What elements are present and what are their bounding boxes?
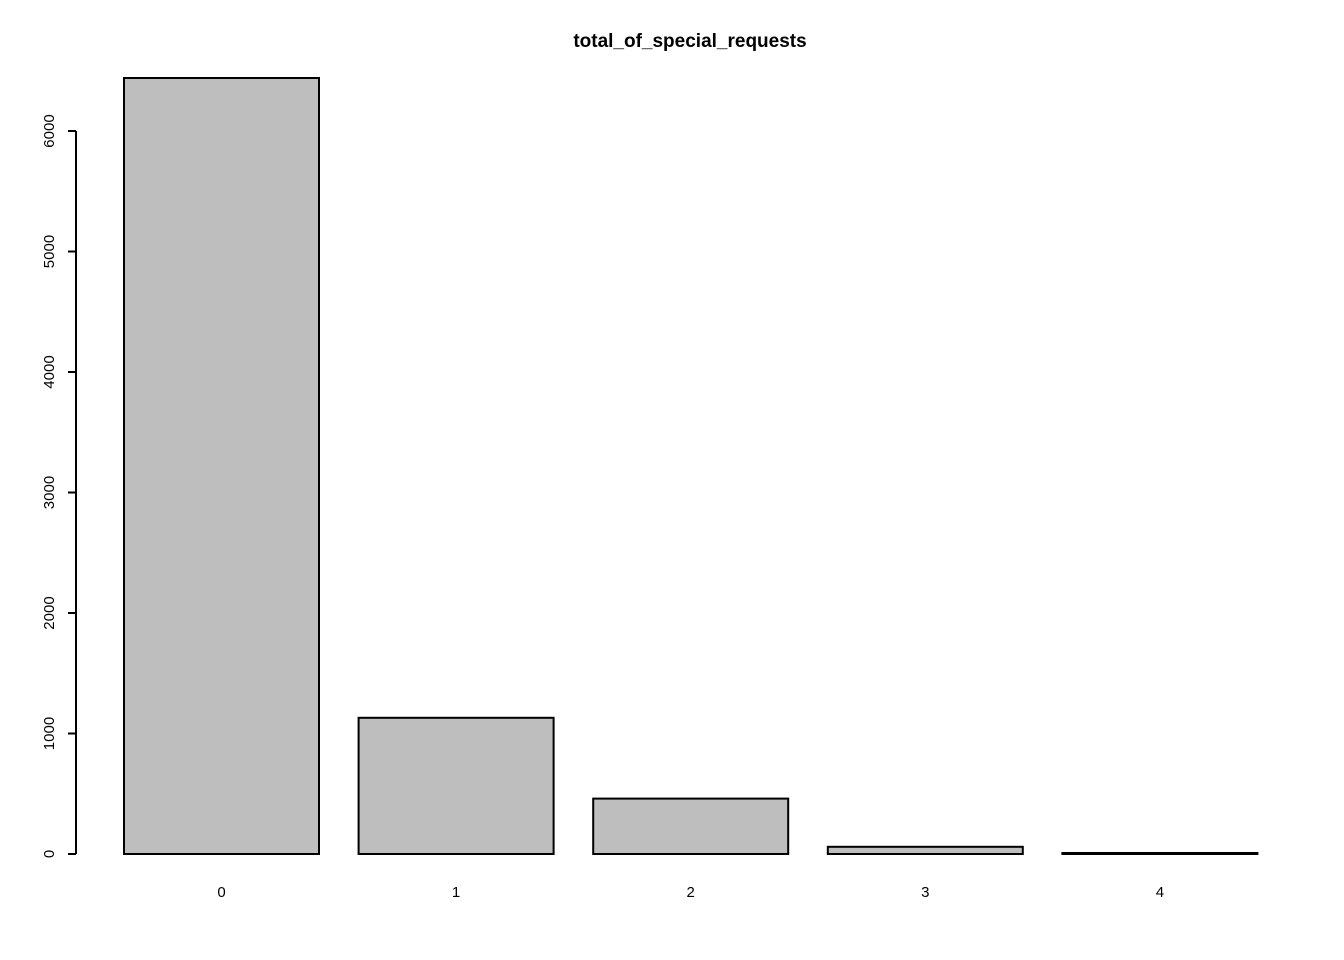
- y-tick-label: 4000: [41, 355, 58, 388]
- x-tick-label: 0: [217, 884, 225, 901]
- bar-2: [592, 797, 790, 855]
- bars-group: [123, 77, 1259, 855]
- x-tick-label: 4: [1156, 884, 1164, 901]
- y-tick-label: 3000: [41, 476, 58, 509]
- y-tick-label: 5000: [41, 235, 58, 268]
- x-tick-label: 2: [687, 884, 695, 901]
- bar-1: [357, 716, 555, 855]
- y-tick-label: 2000: [41, 596, 58, 629]
- y-tick-label: 6000: [41, 114, 58, 147]
- y-tick-label: 0: [41, 850, 58, 858]
- y-axis: 0 1000 2000 3000 4000 5000 6000: [41, 114, 77, 858]
- x-tick-labels: 0 1 2 3 4: [217, 884, 1164, 901]
- y-tick-label: 1000: [41, 717, 58, 750]
- bar-4: [1061, 852, 1259, 855]
- x-tick-label: 1: [452, 884, 460, 901]
- bar-0: [123, 77, 320, 855]
- chart-title: total_of_special_requests: [573, 31, 806, 52]
- bar-3: [826, 845, 1024, 855]
- x-tick-label: 3: [921, 884, 929, 901]
